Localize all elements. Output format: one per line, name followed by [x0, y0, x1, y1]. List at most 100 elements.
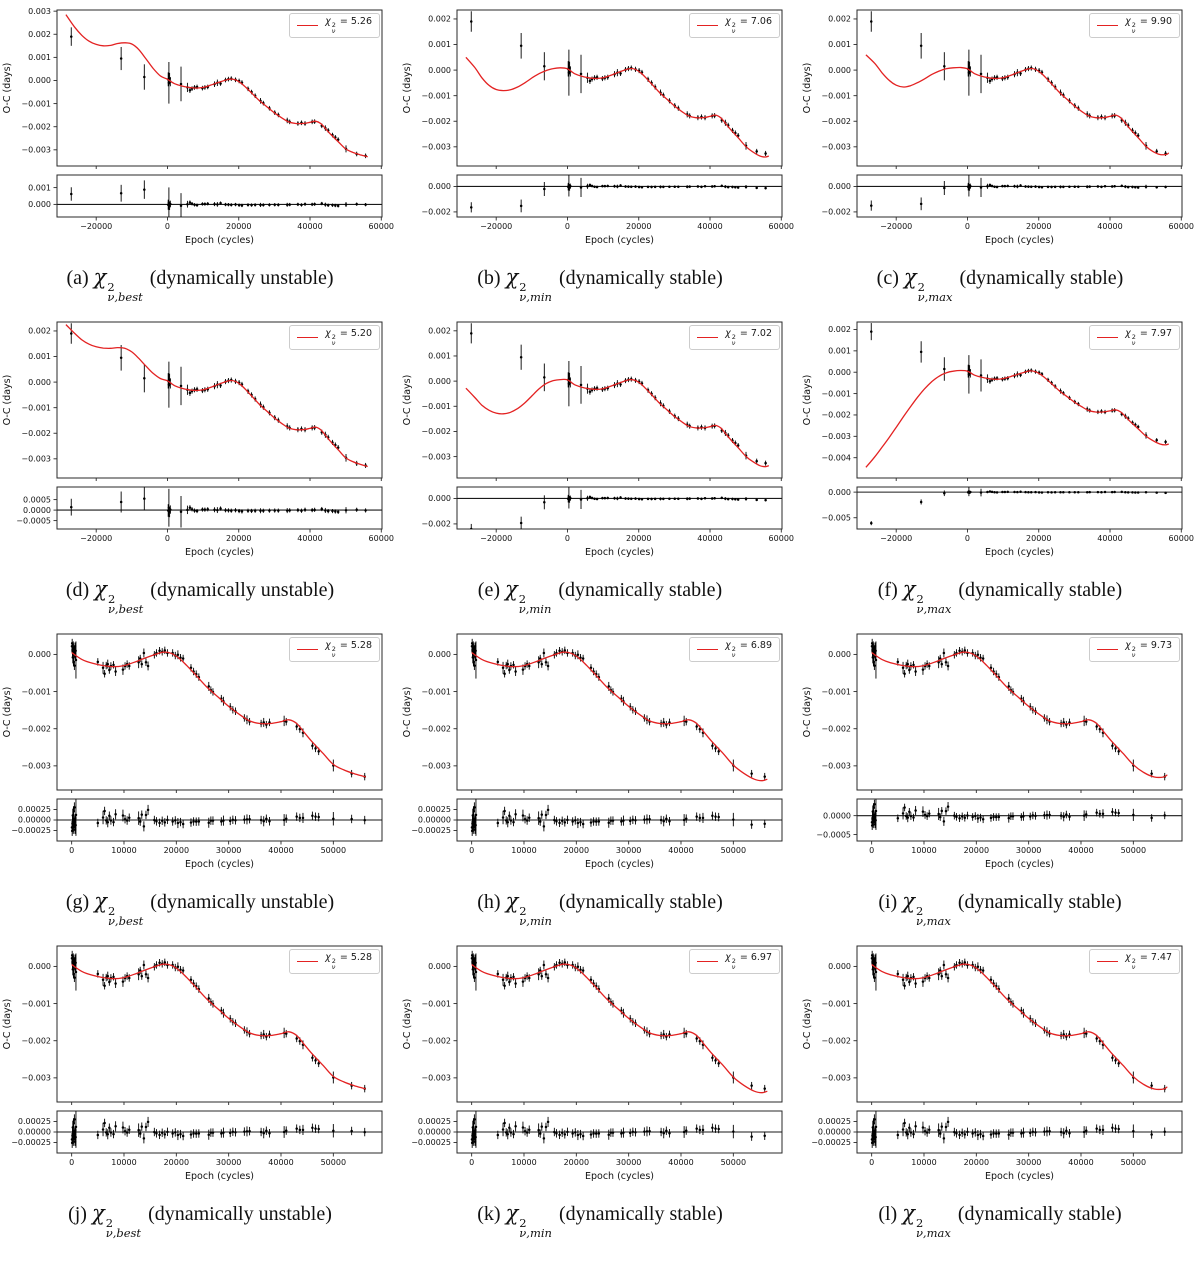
- residual-point: [901, 812, 905, 815]
- panel-j: 0.000 −0.001 −0.002 −0.003 0.00025 0.00000 −0.…: [0, 936, 400, 1248]
- data-point: [527, 664, 531, 668]
- residual-point: [326, 509, 330, 513]
- oc-plot-svg: 0.000 −0.001 −0.002 −0.003 0.0000 −0.0005 0 100…: [802, 633, 1183, 870]
- caption-letter: (h): [477, 891, 501, 913]
- main-y-tick-label: 0.001: [28, 352, 51, 361]
- residual-point: [1100, 185, 1103, 189]
- residual-point: [764, 498, 767, 502]
- panel-c: 0.002 0.001 0.000 −0.001 −0.002 −0.003 0.000 −0…: [800, 0, 1200, 312]
- residual-point: [523, 1129, 527, 1133]
- residual-point: [1088, 490, 1091, 494]
- residual-point: [213, 508, 216, 512]
- main-y-tick-label: −0.001: [421, 402, 451, 411]
- residual-point: [504, 1131, 508, 1134]
- residual-point: [1046, 491, 1050, 494]
- data-point: [943, 65, 946, 68]
- residual-point: [637, 497, 641, 501]
- residual-point: [471, 1132, 474, 1136]
- residual-point: [1082, 814, 1086, 817]
- residual-point: [732, 1130, 735, 1133]
- data-point: [714, 1059, 717, 1062]
- residual-point: [992, 815, 995, 819]
- residual-point: [250, 203, 253, 207]
- residual-point: [1040, 186, 1044, 189]
- residual-point: [659, 185, 662, 189]
- residual-point: [336, 510, 340, 514]
- data-point: [144, 972, 148, 976]
- x-tick-label: 30000: [616, 846, 641, 855]
- residual-point: [646, 497, 650, 501]
- residual-point: [903, 1121, 906, 1125]
- residual-point: [714, 1127, 717, 1130]
- x-tick-label: 60000: [1169, 534, 1194, 543]
- caption-chi-symbol: χ: [93, 265, 107, 289]
- residual-point: [155, 1132, 158, 1135]
- residual-point: [259, 818, 263, 822]
- data-point: [1007, 997, 1011, 1000]
- residual-point: [201, 508, 204, 511]
- legend-chi-sub: ν: [731, 962, 736, 971]
- residual-point: [265, 1129, 268, 1132]
- residual-point: [903, 806, 906, 809]
- legend-chi-sub: ν: [1131, 26, 1136, 35]
- caption-stability: (dynamically stable): [558, 267, 723, 289]
- data-point: [937, 660, 940, 664]
- data-point: [546, 664, 550, 668]
- residual-point: [74, 1125, 78, 1129]
- legend-chi-sup: 2: [731, 957, 736, 965]
- residual-point: [627, 497, 630, 500]
- residual-point: [506, 820, 510, 824]
- residual-point: [909, 814, 913, 818]
- data-point: [158, 961, 161, 964]
- legend-line-sample: [297, 336, 319, 338]
- legend-chi-value: = 6.97: [739, 952, 772, 963]
- residual-point: [179, 204, 183, 207]
- residual-point: [912, 816, 915, 819]
- residual-point: [919, 500, 923, 504]
- residual-point: [1120, 184, 1124, 188]
- panel-caption: (l) χ 2 ν,max (dynamically stable): [800, 1188, 1200, 1261]
- x-tick-label: 0: [69, 1158, 74, 1167]
- data-point: [537, 660, 540, 664]
- residual-point: [222, 1131, 225, 1134]
- caption-letter: (k): [477, 1203, 501, 1225]
- legend-chi-sup: 2: [731, 333, 736, 341]
- residual-point: [616, 497, 619, 500]
- residual-point: [268, 509, 271, 512]
- data-point: [558, 961, 561, 964]
- residual-point: [363, 1130, 366, 1134]
- panel-caption: (e) χ 2 ν,min (dynamically stable): [400, 564, 800, 637]
- residual-point: [703, 185, 707, 188]
- residual-point: [250, 509, 253, 513]
- residual-point: [1084, 1129, 1088, 1132]
- x-tick-label: 20000: [564, 846, 589, 855]
- data-point: [473, 664, 476, 667]
- residual-point: [927, 812, 931, 815]
- data-point: [1155, 150, 1158, 153]
- data-point: [1114, 1059, 1117, 1062]
- caption-chi-sub: ν,min: [519, 914, 552, 928]
- data-point: [70, 35, 73, 38]
- residual-point: [284, 1129, 288, 1132]
- residual-point: [613, 185, 616, 188]
- residual-point: [665, 817, 668, 820]
- residual-point: [553, 1130, 556, 1134]
- x-axis-label: Epoch (cycles): [185, 235, 254, 246]
- residual-data-points: [70, 180, 367, 217]
- x-axis-label: Epoch (cycles): [185, 1171, 254, 1182]
- residual-point: [314, 815, 317, 818]
- data-point: [919, 350, 923, 354]
- residual-point: [764, 186, 767, 190]
- residual-point: [253, 203, 257, 207]
- residual-point: [144, 813, 148, 817]
- residual-point: [1134, 186, 1137, 189]
- main-y-tick-label: −0.002: [421, 427, 451, 436]
- residual-point: [1059, 185, 1062, 189]
- x-ticks: 0 10000 20000 30000 40000 50000: [869, 790, 1146, 855]
- data-point: [142, 963, 146, 967]
- residual-point: [995, 185, 999, 189]
- panel-caption: (i) χ 2 ν,max (dynamically stable): [800, 876, 1200, 949]
- residual-point: [1095, 811, 1098, 814]
- x-tick-label: 20000: [626, 534, 651, 543]
